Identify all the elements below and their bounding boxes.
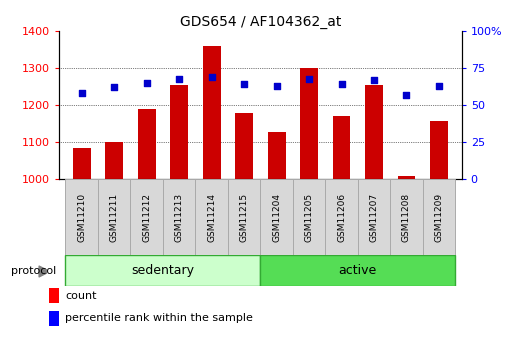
Bar [358, 179, 390, 255]
Point [435, 83, 443, 89]
Text: GSM11215: GSM11215 [240, 193, 249, 242]
Point [77, 91, 86, 96]
Point [240, 82, 248, 87]
Bar [325, 179, 358, 255]
Bar [228, 179, 261, 255]
Bar [293, 179, 325, 255]
Bar [49, 288, 59, 303]
Bar [98, 179, 130, 255]
Bar [261, 179, 293, 255]
Bar [105, 142, 123, 179]
Point [143, 80, 151, 86]
Bar [49, 311, 59, 326]
Text: GSM11211: GSM11211 [110, 193, 119, 242]
Bar [170, 85, 188, 179]
Text: active: active [339, 264, 377, 277]
Text: GSM11213: GSM11213 [174, 193, 184, 242]
Text: sedentary: sedentary [131, 264, 194, 277]
Bar [261, 255, 455, 286]
Point [305, 76, 313, 81]
Text: GSM11210: GSM11210 [77, 193, 86, 242]
Text: GSM11212: GSM11212 [142, 193, 151, 242]
Point [40, 268, 48, 274]
Bar [235, 114, 253, 179]
Point [110, 85, 119, 90]
Bar [398, 176, 416, 179]
Bar [365, 85, 383, 179]
Bar [130, 179, 163, 255]
Bar [268, 132, 286, 179]
Bar [66, 179, 98, 255]
Bar [163, 179, 195, 255]
Text: GSM11206: GSM11206 [337, 193, 346, 242]
Text: percentile rank within the sample: percentile rank within the sample [65, 314, 253, 323]
Text: GSM11207: GSM11207 [369, 193, 379, 242]
Text: GSM11208: GSM11208 [402, 193, 411, 242]
Point [208, 74, 216, 80]
Text: count: count [65, 291, 97, 300]
Text: GSM11214: GSM11214 [207, 193, 216, 242]
Bar [66, 255, 261, 286]
Point [402, 92, 410, 98]
Bar [138, 109, 155, 179]
Point [370, 77, 378, 83]
Point [175, 76, 183, 81]
Bar [430, 121, 448, 179]
Bar [203, 46, 221, 179]
Point [338, 82, 346, 87]
Text: GSM11204: GSM11204 [272, 193, 281, 242]
Bar [390, 179, 423, 255]
Text: GSM11205: GSM11205 [305, 193, 313, 242]
Bar [332, 116, 350, 179]
Text: protocol: protocol [11, 266, 56, 276]
Bar [73, 148, 91, 179]
Bar [423, 179, 455, 255]
Bar [195, 179, 228, 255]
Point [272, 83, 281, 89]
Text: GSM11209: GSM11209 [435, 193, 443, 242]
Bar [300, 68, 318, 179]
Title: GDS654 / AF104362_at: GDS654 / AF104362_at [180, 14, 341, 29]
